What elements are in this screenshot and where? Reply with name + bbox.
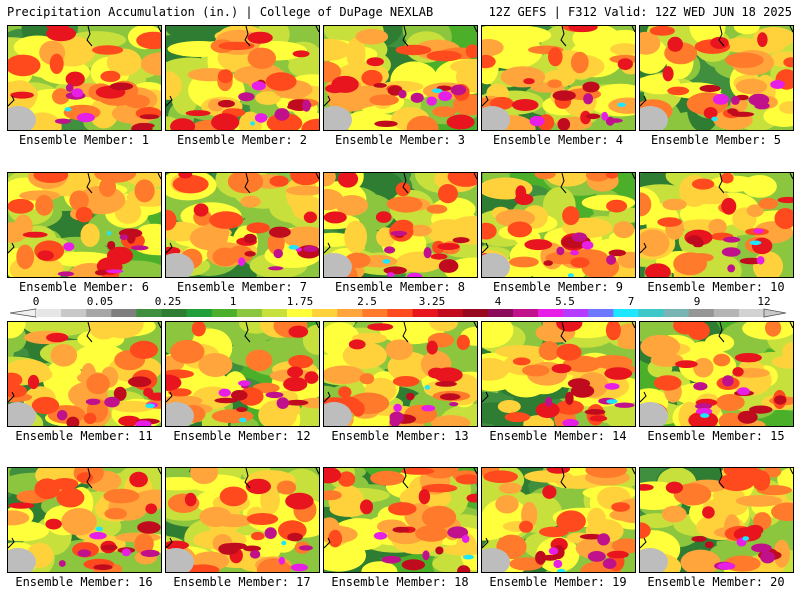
legend-swatch: [563, 309, 589, 317]
legend-tick-label: 12: [757, 295, 771, 308]
ensemble-member-map: [7, 467, 162, 573]
legend-tick-label: 9: [693, 295, 701, 308]
legend-swatch: [487, 309, 514, 317]
ensemble-member-label: Ensemble Member: 6: [18, 280, 150, 294]
legend-swatch: [261, 309, 288, 317]
ensemble-member-map: [639, 321, 794, 427]
legend-tick-label: 2.5: [357, 295, 377, 308]
ensemble-member-map: [7, 321, 162, 427]
ensemble-member-label: Ensemble Member: 7: [176, 280, 308, 294]
ensemble-member-label: Ensemble Member: 1: [18, 133, 150, 147]
legend-tick-label: 1: [229, 295, 237, 308]
legend-tick-label: 5.5: [555, 295, 575, 308]
legend-tick-label: 0.05: [86, 295, 114, 308]
legend-tick-label: 4: [494, 295, 502, 308]
ensemble-member-label: Ensemble Member: 8: [334, 280, 466, 294]
ensemble-member-label: Ensemble Member: 11: [15, 429, 153, 443]
ensemble-member-map: [165, 321, 320, 427]
ensemble-member-map: [481, 25, 636, 131]
legend-tick-label: 7: [627, 295, 635, 308]
ensemble-member-map: [481, 172, 636, 278]
legend-swatch: [688, 309, 715, 317]
legend-swatch: [588, 309, 614, 317]
legend-swatch: [211, 309, 238, 317]
ensemble-member-label: Ensemble Member: 4: [492, 133, 624, 147]
legend-swatch: [236, 309, 263, 317]
ensemble-member-label: Ensemble Member: 9: [492, 280, 624, 294]
ensemble-member-label: Ensemble Member: 14: [489, 429, 627, 443]
legend-swatch: [437, 309, 464, 317]
legend-swatch: [738, 309, 765, 317]
legend-swatch: [663, 309, 689, 317]
ensemble-member-map: [639, 172, 794, 278]
map-title: Precipitation Accumulation (in.) | Colle…: [7, 5, 434, 19]
legend-swatch: [362, 309, 388, 317]
legend-swatch: [462, 309, 489, 317]
ensemble-member-label: Ensemble Member: 19: [489, 575, 627, 589]
ensemble-member-map: [639, 467, 794, 573]
legend-tick-label: 3.25: [418, 295, 446, 308]
legend-swatch: [61, 309, 87, 317]
color-legend: 0 0.05 0.25 1 1.75 2.5 3.25 4 5.5 7 9 12: [0, 296, 800, 320]
ensemble-member-label: Ensemble Member: 17: [173, 575, 311, 589]
ensemble-member-label: Ensemble Member: 3: [334, 133, 466, 147]
legend-swatch: [412, 309, 438, 317]
ensemble-member-label: Ensemble Member: 18: [331, 575, 469, 589]
legend-swatch: [613, 309, 639, 317]
ensemble-member-map: [323, 172, 478, 278]
legend-max-arrow: [763, 308, 787, 318]
ensemble-member-map: [7, 25, 162, 131]
legend-swatch: [312, 309, 338, 317]
legend-swatch: [86, 309, 112, 317]
ensemble-member-label: Ensemble Member: 20: [647, 575, 785, 589]
ensemble-member-label: Ensemble Member: 13: [331, 429, 469, 443]
legend-min-arrow: [9, 308, 37, 318]
ensemble-member-map: [323, 25, 478, 131]
legend-swatch: [713, 309, 740, 317]
ensemble-member-map: [7, 172, 162, 278]
legend-swatch: [512, 309, 539, 317]
ensemble-member-map: [323, 467, 478, 573]
ensemble-member-label: Ensemble Member: 15: [647, 429, 785, 443]
ensemble-member-label: Ensemble Member: 12: [173, 429, 311, 443]
legend-swatch: [161, 309, 187, 317]
legend-colorbar: [9, 308, 787, 318]
ensemble-member-map: [165, 172, 320, 278]
ensemble-member-map: [165, 25, 320, 131]
legend-swatch: [36, 309, 62, 317]
run-info: 12Z GEFS | F312 Valid: 12Z WED JUN 18 20…: [488, 5, 792, 19]
legend-tick-label: 0: [32, 295, 40, 308]
ensemble-member-map: [481, 467, 636, 573]
legend-swatch: [136, 309, 162, 317]
ensemble-member-map: [639, 25, 794, 131]
ensemble-member-label: Ensemble Member: 10: [647, 280, 785, 294]
ensemble-member-map: [481, 321, 636, 427]
legend-tick-label: 1.75: [286, 295, 314, 308]
legend-swatch: [387, 309, 413, 317]
legend-swatch: [287, 309, 313, 317]
ensemble-member-label: Ensemble Member: 5: [650, 133, 782, 147]
legend-swatch: [111, 309, 137, 317]
legend-swatch: [638, 309, 664, 317]
legend-swatch: [337, 309, 363, 317]
ensemble-member-label: Ensemble Member: 2: [176, 133, 308, 147]
legend-swatch: [186, 309, 213, 317]
ensemble-member-label: Ensemble Member: 16: [15, 575, 153, 589]
ensemble-member-map: [323, 321, 478, 427]
legend-tick-label: 0.25: [154, 295, 182, 308]
legend-swatch: [538, 309, 564, 317]
ensemble-member-map: [165, 467, 320, 573]
